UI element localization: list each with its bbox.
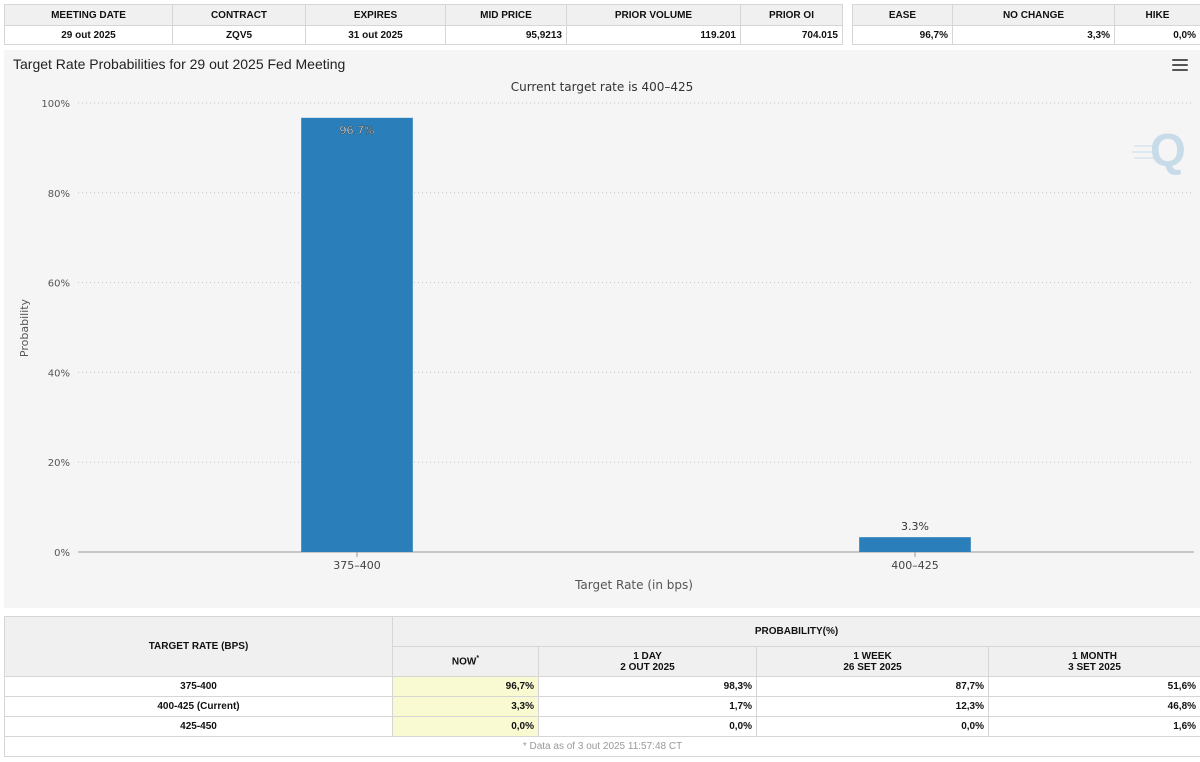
- bar: [301, 117, 413, 552]
- one-month-cell: 51,6%: [987, 676, 1200, 697]
- chart-title: Target Rate Probabilities for 29 out 202…: [13, 56, 346, 72]
- rate-cell: 425-450: [4, 716, 393, 737]
- table-row: 400-425 (Current) 3,3% 1,7% 12,3% 46,8%: [4, 696, 1200, 717]
- data-timestamp-footnote: * Data as of 3 out 2025 11:57:48 CT: [3, 736, 1200, 757]
- y-tick-label: 0%: [54, 548, 70, 559]
- header-hike: HIKE: [1114, 4, 1200, 26]
- meeting-info-table: MEETING DATE CONTRACT EXPIRES MID PRICE …: [4, 4, 843, 45]
- grid-lines: [78, 102, 1194, 553]
- header-ease: EASE: [852, 4, 953, 26]
- chart-subtitle: Current target rate is 400–425: [511, 80, 694, 94]
- header-mid-price: MID PRICE: [445, 4, 567, 26]
- header-1-day: 1 DAY 2 OUT 2025: [538, 646, 757, 677]
- y-tick-label: 20%: [48, 458, 70, 469]
- cell-expires: 31 out 2025: [305, 25, 446, 45]
- rate-cell: 400-425 (Current): [4, 696, 393, 717]
- bar-data-label: 96.7%: [340, 124, 375, 137]
- x-axis-ticks: 375–400 400–425: [333, 552, 939, 572]
- rate-cell: 375-400: [4, 676, 393, 697]
- cell-prior-volume: 119.201: [566, 25, 741, 45]
- probability-table-panel: TARGET RATE (BPS) PROBABILITY(%) NOW* 1 …: [3, 616, 1200, 757]
- now-cell: 96,7%: [392, 676, 539, 697]
- y-tick-label: 60%: [48, 279, 70, 290]
- header-1-month: 1 MONTH 3 SET 2025: [987, 646, 1200, 677]
- one-week-cell: 87,7%: [756, 676, 989, 697]
- cell-no-change: 3,3%: [952, 25, 1115, 45]
- now-cell: 3,3%: [392, 696, 539, 717]
- table-row: 425-450 0,0% 0,0% 0,0% 1,6%: [4, 716, 1200, 737]
- y-tick-label: 100%: [41, 99, 70, 110]
- y-tick-label: 80%: [48, 189, 70, 200]
- bar: [859, 537, 971, 552]
- header-no-change: NO CHANGE: [952, 4, 1115, 26]
- one-month-cell: 46,8%: [987, 696, 1200, 717]
- cell-contract: ZQV5: [172, 25, 306, 45]
- one-day-cell: 0,0%: [538, 716, 757, 737]
- x-tick-label: 400–425: [891, 559, 939, 572]
- cell-ease: 96,7%: [852, 25, 953, 45]
- probability-table: TARGET RATE (BPS) PROBABILITY(%) NOW* 1 …: [3, 616, 1200, 757]
- header-now: NOW*: [392, 646, 539, 677]
- outcome-table: EASE NO CHANGE HIKE 96,7% 3,3% 0,0%: [852, 4, 1200, 45]
- y-tick-label: 40%: [48, 368, 70, 379]
- x-tick-label: 375–400: [333, 559, 381, 572]
- header-prior-oi: PRIOR OI: [740, 4, 843, 26]
- one-week-cell: 0,0%: [756, 716, 989, 737]
- now-cell: 0,0%: [392, 716, 539, 737]
- bar-series: 96.7% 3.3%: [301, 117, 971, 552]
- header-meeting-date: MEETING DATE: [4, 4, 173, 26]
- y-axis-ticks: 0% 20% 40% 60% 80% 100%: [41, 99, 70, 559]
- header-prior-volume: PRIOR VOLUME: [566, 4, 741, 26]
- header-expires: EXPIRES: [305, 4, 446, 26]
- cell-hike: 0,0%: [1114, 25, 1200, 45]
- bar-data-label: 3.3%: [901, 520, 929, 533]
- y-axis-label: Probability: [18, 298, 31, 357]
- table-row: 375-400 96,7% 98,3% 87,7% 51,6%: [4, 676, 1200, 697]
- one-day-cell: 98,3%: [538, 676, 757, 697]
- outcome-panel: EASE NO CHANGE HIKE 96,7% 3,3% 0,0%: [852, 4, 1200, 45]
- probability-chart-panel: Q 0% 20% 40% 60% 80% 100% 96.7% 3.3% 375–400 40…: [4, 50, 1200, 608]
- svg-text:Q: Q: [1150, 124, 1186, 176]
- header-contract: CONTRACT: [172, 4, 306, 26]
- probability-chart: Q 0% 20% 40% 60% 80% 100% 96.7% 3.3% 375–400 40…: [18, 80, 1194, 592]
- x-axis-label: Target Rate (in bps): [574, 578, 693, 592]
- cell-meeting-date: 29 out 2025: [4, 25, 173, 45]
- one-day-cell: 1,7%: [538, 696, 757, 717]
- cell-prior-oi: 704.015: [740, 25, 843, 45]
- cell-mid-price: 95,9213: [445, 25, 567, 45]
- header-1-week: 1 WEEK 26 SET 2025: [756, 646, 989, 677]
- meeting-info-panel: MEETING DATE CONTRACT EXPIRES MID PRICE …: [4, 4, 843, 45]
- quikstrike-q-logo-icon: Q: [1132, 124, 1186, 176]
- header-probability: PROBABILITY(%): [391, 616, 1200, 647]
- header-target-rate: TARGET RATE (BPS): [4, 616, 393, 677]
- one-week-cell: 12,3%: [756, 696, 989, 717]
- one-month-cell: 1,6%: [987, 716, 1200, 737]
- hamburger-menu-icon[interactable]: [1172, 59, 1188, 71]
